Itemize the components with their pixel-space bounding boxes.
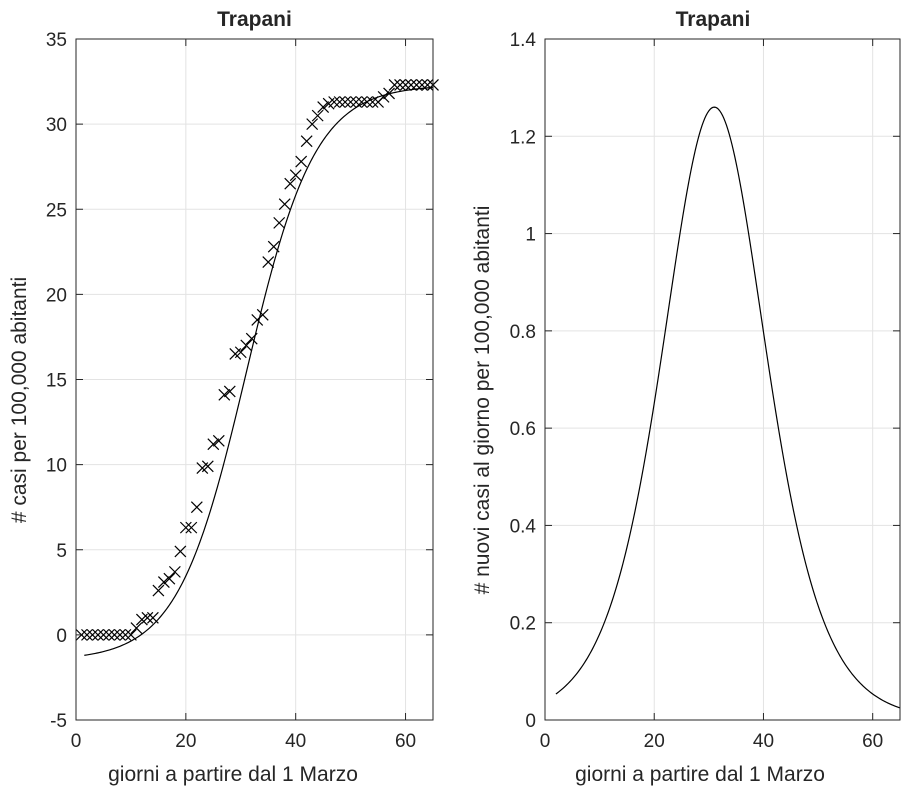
daily-new-cases-chart: 0 20 40 60 0 0.2 0.4 0.6 0.8 1 1.2 1.4 Trapani gior… bbox=[471, 8, 901, 786]
data-point bbox=[103, 628, 115, 641]
x-tick-label: 0 bbox=[71, 731, 82, 752]
data-layer bbox=[555, 106, 901, 709]
y-tick-label: 0.6 bbox=[510, 419, 536, 440]
data-point bbox=[377, 90, 390, 103]
x-tick-label: 0 bbox=[540, 731, 551, 752]
data-point bbox=[152, 584, 165, 597]
y-tick-label: 5 bbox=[56, 541, 67, 562]
y-tick-label: 35 bbox=[46, 30, 67, 51]
plot-area bbox=[545, 39, 900, 720]
data-point bbox=[388, 79, 401, 91]
data-point bbox=[190, 501, 203, 514]
data-point bbox=[114, 628, 126, 641]
y-tick-label: 0 bbox=[525, 711, 536, 732]
x-tick-label: 60 bbox=[862, 731, 883, 752]
data-point bbox=[168, 565, 181, 578]
y-tick-label: 10 bbox=[46, 456, 67, 477]
data-point bbox=[284, 177, 297, 190]
grid bbox=[545, 39, 900, 720]
data-point bbox=[163, 572, 176, 585]
data-point bbox=[157, 576, 170, 589]
data-point bbox=[289, 169, 302, 182]
y-axis-label: # nuovi casi al giorno per 100,000 abita… bbox=[471, 206, 494, 595]
data-point bbox=[81, 628, 93, 641]
y-tick-label: 20 bbox=[46, 285, 67, 306]
data-point bbox=[234, 346, 247, 359]
y-tick-label: 15 bbox=[46, 371, 67, 392]
data-point bbox=[355, 96, 368, 108]
y-tick-label: 0.2 bbox=[510, 614, 536, 635]
chart-title: Trapani bbox=[676, 8, 751, 31]
data-point bbox=[141, 611, 154, 624]
data-point bbox=[240, 339, 253, 352]
data-point bbox=[333, 96, 346, 108]
y-tick-label: 30 bbox=[46, 115, 67, 136]
y-axis-label: # casi per 100,000 abitanti bbox=[8, 277, 31, 523]
data-point bbox=[174, 545, 187, 558]
y-tick-label: 0 bbox=[56, 626, 67, 647]
data-point bbox=[130, 622, 143, 634]
x-tick-label: 20 bbox=[644, 731, 665, 752]
data-point bbox=[92, 628, 104, 641]
y-tick-label: 25 bbox=[46, 200, 67, 221]
data-point bbox=[86, 628, 99, 641]
data-point bbox=[399, 79, 412, 91]
data-point bbox=[300, 135, 313, 148]
data-point bbox=[207, 438, 220, 451]
x-axis-label: giorni a partire dal 1 Marzo bbox=[108, 763, 358, 786]
y-tick-label: 0.4 bbox=[510, 516, 537, 537]
data-point bbox=[273, 216, 286, 229]
y-tick-label: 1 bbox=[525, 225, 536, 246]
data-point bbox=[212, 434, 225, 447]
data-point bbox=[306, 118, 319, 131]
data-point bbox=[328, 96, 341, 108]
grid bbox=[76, 39, 433, 720]
x-tick-label: 40 bbox=[285, 731, 306, 752]
axes-box bbox=[544, 38, 901, 721]
daily-cases-curve bbox=[555, 106, 901, 709]
data-point bbox=[201, 460, 214, 473]
data-point bbox=[394, 79, 406, 91]
data-point bbox=[295, 155, 308, 168]
y-tick-label: 0.8 bbox=[510, 322, 536, 343]
data-point bbox=[223, 385, 236, 398]
y-tick-label: 1.4 bbox=[510, 30, 537, 51]
data-point bbox=[185, 521, 198, 534]
data-layer bbox=[75, 79, 439, 656]
data-point bbox=[278, 198, 291, 211]
data-point bbox=[339, 96, 352, 108]
data-point bbox=[218, 388, 231, 401]
data-point bbox=[97, 628, 110, 641]
ticks: 0 20 40 60 0 0.2 0.4 0.6 0.8 1 1.2 1.4 bbox=[510, 30, 900, 752]
y-tick-label: 1.2 bbox=[510, 127, 536, 148]
x-tick-label: 40 bbox=[753, 731, 774, 752]
data-point bbox=[179, 521, 192, 534]
x-tick-label: 20 bbox=[175, 731, 196, 752]
data-point bbox=[311, 109, 324, 122]
x-tick-label: 60 bbox=[395, 731, 416, 752]
data-point bbox=[344, 96, 357, 108]
data-point bbox=[317, 101, 330, 114]
x-axis-label: giorni a partire dal 1 Marzo bbox=[575, 763, 825, 786]
data-point bbox=[108, 628, 121, 641]
y-tick-label: -5 bbox=[50, 711, 67, 732]
data-point bbox=[119, 628, 132, 641]
data-point bbox=[262, 256, 275, 268]
chart-title: Trapani bbox=[217, 8, 292, 31]
fit-curve bbox=[84, 86, 434, 656]
